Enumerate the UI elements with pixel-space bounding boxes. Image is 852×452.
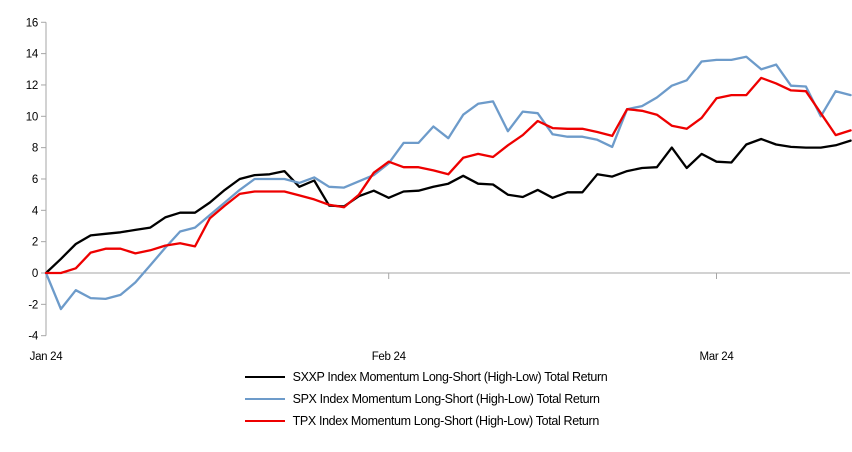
legend-swatch-spx	[244, 397, 285, 401]
y-axis-tick-label: 6	[32, 174, 38, 186]
legend-rows: SXXP Index Momentum Long-Short (High-Low…	[244, 369, 608, 435]
series-line-spx	[44, 55, 852, 311]
x-axis-tick-label: Mar 24	[700, 351, 735, 363]
legend-swatch-tpx	[244, 419, 285, 423]
y-axis-tick-label: 14	[26, 49, 39, 61]
legend-item-sxxp: SXXP Index Momentum Long-Short (High-Low…	[244, 369, 608, 385]
legend-label-spx: SPX Index Momentum Long-Short (High-Low)…	[292, 392, 600, 406]
legend-label-sxxp: SXXP Index Momentum Long-Short (High-Low…	[292, 370, 608, 384]
legend-item-spx: SPX Index Momentum Long-Short (High-Low)…	[244, 391, 608, 407]
y-axis-tick-label: 16	[26, 17, 38, 29]
y-axis-tick-label: 4	[32, 205, 39, 217]
y-axis-tick-label: 2	[32, 237, 38, 249]
legend-item-tpx: TPX Index Momentum Long-Short (High-Low)…	[244, 413, 608, 429]
legend-label-tpx: TPX Index Momentum Long-Short (High-Low)…	[292, 414, 600, 428]
series-line-tpx	[44, 76, 852, 275]
y-axis-tick-label: 12	[26, 80, 38, 92]
chart-legend: SXXP Index Momentum Long-Short (High-Low…	[0, 369, 852, 435]
x-axis-tick-label: Feb 24	[372, 351, 407, 363]
y-axis-tick-label: -4	[28, 331, 39, 343]
y-axis-tick-label: 10	[26, 111, 38, 123]
x-axis-tick-label: Jan 24	[30, 351, 64, 363]
y-axis-tick-label: 0	[32, 268, 38, 280]
y-axis-tick-label: -2	[28, 299, 38, 311]
series-line-sxxp	[44, 137, 852, 275]
legend-swatch-sxxp	[244, 375, 285, 379]
y-axis-tick-label: 8	[32, 143, 38, 155]
